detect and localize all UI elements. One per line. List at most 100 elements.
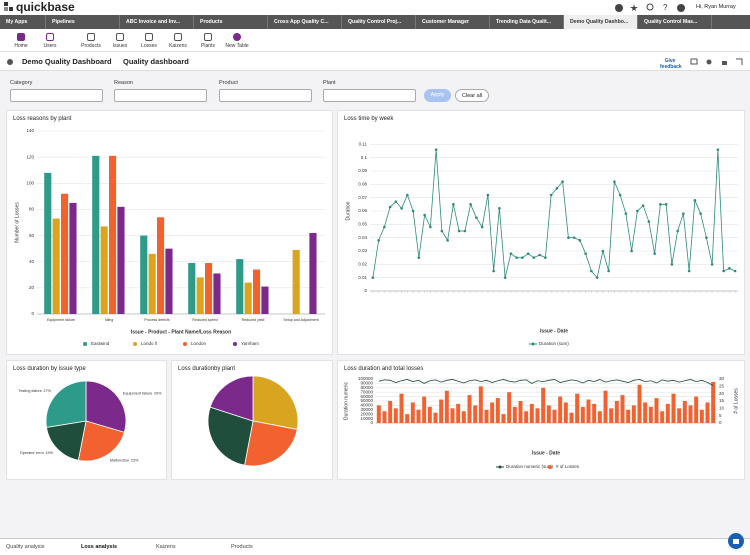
bar xyxy=(450,408,455,423)
bar xyxy=(580,406,585,423)
bar xyxy=(484,409,489,423)
y-tick-label: 0.11 xyxy=(359,142,368,147)
y-tick-label: 100000 xyxy=(358,376,374,381)
bar xyxy=(253,269,261,314)
bottom-tabs: Quality analysis Loss analysis Kaizens Prod… xyxy=(0,538,750,555)
toolbar-item[interactable]: Products xyxy=(76,29,106,52)
toolbar-item[interactable]: Home xyxy=(6,29,36,52)
bar xyxy=(671,393,676,423)
bottom-tab[interactable]: Products xyxy=(231,544,253,550)
app-tab[interactable]: Products xyxy=(194,15,268,29)
app-tab[interactable]: Quality Control Mas... xyxy=(638,15,712,29)
bar xyxy=(292,249,300,314)
bar xyxy=(575,393,580,423)
app-tab[interactable]: Customer Manager xyxy=(416,15,490,29)
bar xyxy=(603,390,608,423)
chart-panel: Loss durationby plant xyxy=(171,360,333,480)
point xyxy=(647,220,651,223)
help-button[interactable] xyxy=(727,532,745,550)
point xyxy=(371,276,375,279)
app-tab[interactable]: My Apps xyxy=(0,15,46,29)
filter-select[interactable] xyxy=(219,89,312,102)
app-tab[interactable]: ABC Invoice and Inv... xyxy=(120,15,194,29)
apply-button[interactable]: Apply xyxy=(424,89,451,102)
bar xyxy=(563,402,568,423)
filter-select[interactable] xyxy=(10,89,103,102)
point xyxy=(526,252,530,255)
feedback-link[interactable]: Give feedback xyxy=(660,58,682,70)
user-menu[interactable]: Hi, Ryan Murray xyxy=(696,4,736,10)
point xyxy=(515,256,518,259)
toolbar-item[interactable]: Users xyxy=(35,29,65,52)
bar xyxy=(643,402,648,423)
bottom-tab[interactable]: Quality analysis xyxy=(6,544,45,550)
toolbar-label: Users xyxy=(43,43,57,49)
bottom-tab[interactable]: Loss analysis xyxy=(81,544,118,550)
logo[interactable]: quickbase xyxy=(16,0,75,14)
chart: Equipment failure 29% Malfunction 23% Operat… xyxy=(18,380,162,462)
legend-label: Duration numeric (sum) xyxy=(506,464,554,469)
app-tab[interactable]: Quality Control Proj... xyxy=(342,15,416,29)
filter-select[interactable] xyxy=(323,89,416,102)
point xyxy=(457,229,461,233)
filter-label: Reason xyxy=(114,80,133,86)
bar xyxy=(660,411,665,423)
chart: 0 0.01 0.02 0.03 0.04 0.05 0.06 0.07 0.08 0.09 0.1… xyxy=(345,142,738,346)
toolbar-item[interactable]: Kaizens xyxy=(163,29,193,52)
legend-label: # of Losses xyxy=(556,464,580,469)
app-tab[interactable]: Cross App Quality C... xyxy=(268,15,342,29)
toolbar-label: Products xyxy=(81,43,101,49)
clear-button[interactable]: Clear all xyxy=(455,89,489,102)
bar xyxy=(682,401,687,423)
filter-label: Plant xyxy=(323,80,336,86)
toolbar-item[interactable]: Issues xyxy=(105,29,135,52)
app-tab[interactable]: Demo Quality Dashbo... xyxy=(564,15,638,29)
bottom-tab[interactable]: Kaizens xyxy=(156,544,176,550)
x-tick-label: Setup and Adjustment xyxy=(283,318,318,322)
app-tab[interactable]: Pipelines xyxy=(46,15,120,29)
x-tick-label: Process defects xyxy=(144,318,170,322)
y-tick-label: 140 xyxy=(26,128,34,133)
toolbar-icon xyxy=(46,33,54,41)
y-tick-label: 80 xyxy=(29,207,35,212)
top-bar: quickbase ? Hi, Ryan Murray xyxy=(0,0,750,15)
dashboard-subtitle: Quality dashboard xyxy=(123,57,189,66)
toolbar-item[interactable]: Losses xyxy=(134,29,164,52)
filter-select[interactable] xyxy=(114,89,207,102)
point xyxy=(584,252,587,255)
y-tick-label: 0.05 xyxy=(358,222,367,227)
point xyxy=(383,225,386,229)
bar xyxy=(416,409,421,423)
app-tab[interactable]: Trending Data Qualit... xyxy=(490,15,564,29)
slice-label: Operator error 19% xyxy=(20,451,54,455)
point xyxy=(676,229,679,233)
legend-swatch xyxy=(548,465,552,469)
slice-label-part: 19% xyxy=(45,451,53,455)
legend-swatch xyxy=(233,342,237,346)
y-tick-label: 0 xyxy=(719,420,722,425)
settings-icon[interactable] xyxy=(6,58,14,66)
bar xyxy=(620,395,625,423)
chart-title: Loss durationby plant xyxy=(178,366,236,372)
bar xyxy=(165,248,173,314)
legend-label: Eastwind xyxy=(91,341,110,346)
y-tick-label: 0.1 xyxy=(361,155,368,160)
bar xyxy=(244,282,252,314)
pie-slice xyxy=(252,375,299,430)
toolbar-item[interactable]: Plants xyxy=(193,29,223,52)
point xyxy=(480,225,484,229)
bar xyxy=(44,172,52,314)
legend-label: Londo ll xyxy=(141,341,157,346)
y-tick-label: 25 xyxy=(719,384,725,389)
toolbar-label: Kaizens xyxy=(169,43,187,49)
y-tick-label: 0.03 xyxy=(358,248,367,253)
bar xyxy=(69,202,77,314)
toolbar-label: Issues xyxy=(112,43,128,49)
bar xyxy=(461,411,466,423)
filter-label: Product xyxy=(219,80,238,86)
toolbar-item[interactable]: New Table xyxy=(222,29,252,52)
point xyxy=(434,148,438,151)
legend-swatch xyxy=(498,465,502,469)
legend-label: Yarnham xyxy=(241,341,259,346)
pie-slice xyxy=(209,375,254,422)
